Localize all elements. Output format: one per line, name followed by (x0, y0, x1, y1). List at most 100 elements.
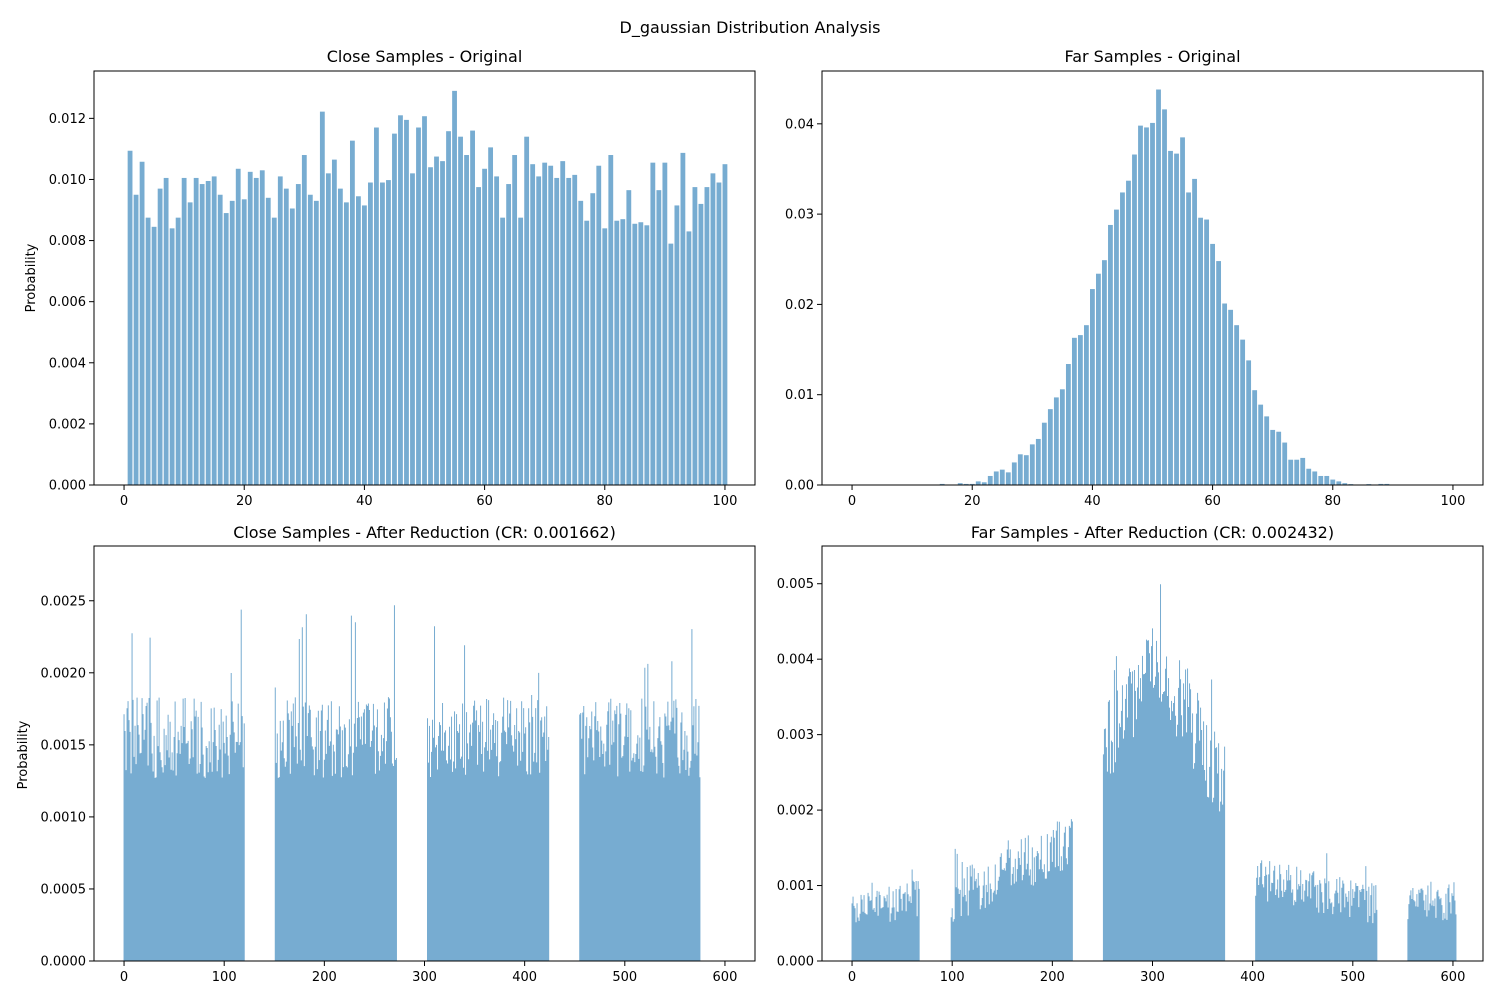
bar (650, 162, 656, 485)
axes-frame (821, 70, 1484, 486)
x-tick-label: 200 (1040, 970, 1065, 985)
bar (277, 176, 283, 485)
y-axis-label: Probability (16, 720, 31, 789)
y-tick-label: 0.03 (785, 208, 814, 223)
bar (1084, 325, 1089, 485)
bar (349, 140, 355, 485)
x-tick-label: 0 (848, 970, 856, 985)
bar (939, 483, 945, 485)
bar (410, 173, 415, 485)
y-tick-label: 0.04 (785, 117, 814, 132)
bar (337, 188, 343, 485)
y-tick-label: 0.002 (49, 417, 86, 432)
bar (440, 161, 445, 485)
y-tick-label: 0.0025 (41, 594, 87, 609)
bar (319, 111, 325, 485)
panel-title: Close Samples - Original (327, 47, 523, 66)
x-tick-label: 20 (964, 494, 981, 509)
bar (578, 200, 584, 485)
bar (1090, 289, 1095, 485)
bar (1378, 483, 1384, 485)
bar (572, 174, 578, 485)
bar (1216, 261, 1222, 485)
x-tick-label: 100 (1441, 494, 1466, 509)
x-tick-label: 20 (236, 494, 253, 509)
bar (1210, 243, 1215, 485)
panel-title: Far Samples - After Reduction (CR: 0.002… (971, 523, 1334, 542)
bar (524, 136, 530, 485)
bar (1276, 431, 1282, 485)
bar (157, 188, 163, 485)
bar (626, 190, 632, 485)
bar (1342, 483, 1348, 485)
y-tick-label: 0.008 (49, 234, 86, 249)
bar (416, 127, 421, 486)
x-tick-label: 500 (612, 970, 637, 985)
bar (362, 205, 367, 485)
bar (434, 156, 439, 486)
y-tick-label: 0.0015 (41, 738, 87, 753)
y-tick-label: 0.0020 (41, 666, 87, 681)
histogram-bars (851, 584, 1457, 961)
bar (1156, 89, 1161, 485)
bar (1288, 459, 1294, 485)
bar (518, 217, 524, 485)
bar (602, 228, 608, 485)
bar (325, 173, 331, 485)
bar (584, 220, 590, 485)
x-tick-label: 100 (713, 494, 738, 509)
bar (386, 180, 391, 485)
bar (710, 173, 716, 485)
bar (686, 231, 692, 485)
bar (1150, 122, 1155, 486)
x-tick-label: 400 (1240, 970, 1265, 985)
bar (1270, 429, 1276, 485)
bar (1258, 404, 1264, 485)
bar (1029, 444, 1035, 485)
panel-title: Far Samples - Original (1064, 47, 1240, 66)
x-tick-label: 80 (596, 494, 613, 509)
axis-ticks: 0 20 40 60 80 100 0.000 0.002 0.004 0.006 0.008 0.0… (49, 112, 738, 509)
bar (1282, 442, 1288, 485)
bar (1114, 209, 1119, 485)
panel-far-original: Far Samples - Original 0 20 40 60 80 1000.000… (785, 47, 1484, 509)
bar (500, 217, 506, 485)
y-tick-label: 0.010 (49, 173, 86, 188)
x-tick-label: 0 (848, 494, 856, 509)
bar (253, 177, 259, 485)
bar (1005, 472, 1011, 485)
bar (458, 136, 463, 485)
bar (283, 188, 289, 485)
bar (566, 177, 572, 485)
y-axis-label: Probability (24, 243, 39, 312)
x-tick-label: 600 (713, 970, 738, 985)
x-tick-label: 0 (120, 494, 128, 509)
bar (151, 226, 157, 485)
bar (307, 194, 313, 486)
axis-ticks: 0 100 200 300 400 500 600 0.000 0.001 0.002 0.003 0… (777, 577, 1466, 985)
bar-series (851, 584, 1457, 961)
y-tick-label: 0.005 (777, 577, 814, 592)
y-tick-label: 0.006 (49, 295, 86, 310)
bar (1023, 455, 1029, 485)
bar (512, 155, 518, 485)
bar (999, 469, 1005, 485)
bar (1300, 457, 1306, 485)
x-tick-label: 500 (1340, 970, 1365, 985)
bar (704, 187, 710, 485)
y-tick-label: 0.004 (49, 356, 86, 371)
bar (1222, 303, 1228, 485)
bar (554, 177, 560, 485)
bar (313, 200, 319, 485)
axis-ticks: 0 100 200 300 400 500 600 0.0000 0.0005 0.0010 0.0… (41, 594, 738, 985)
bar (145, 217, 151, 485)
bar (1384, 483, 1390, 485)
histogram-bars (123, 605, 701, 961)
panel-close-original: Close Samples - Original Probability 0 20… (24, 47, 756, 509)
bar (464, 155, 469, 485)
bar (1132, 154, 1137, 485)
x-tick-label: 60 (476, 494, 493, 509)
bar (1294, 459, 1300, 485)
bar (235, 168, 241, 485)
y-tick-label: 0.000 (49, 479, 86, 494)
